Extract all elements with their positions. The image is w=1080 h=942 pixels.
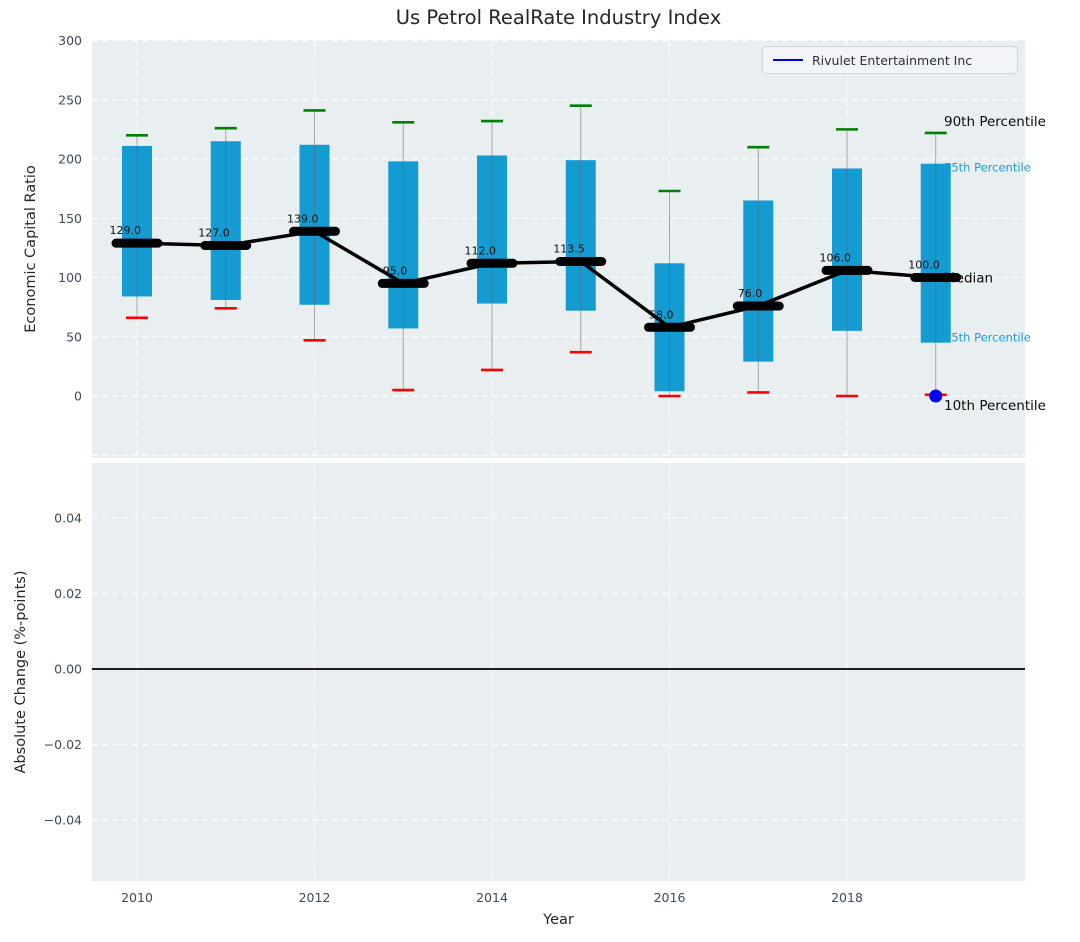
legend: Rivulet Entertainment Inc xyxy=(762,46,1018,74)
median-value-label: 58.0 xyxy=(649,308,674,321)
annotation-25th-percentile: 25th Percentile xyxy=(944,331,1031,345)
x-tick-label: 2018 xyxy=(831,890,863,905)
median-value-label: 95.0 xyxy=(383,264,408,277)
median-value-label: 100.0 xyxy=(908,259,940,272)
median-line xyxy=(136,229,936,330)
annotation-10th-percentile: 10th Percentile xyxy=(944,398,1046,414)
median-value-label: 76.0 xyxy=(738,287,763,300)
x-tick-label: 2014 xyxy=(476,890,508,905)
legend-series-label: Rivulet Entertainment Inc xyxy=(812,52,973,68)
median-value-label: 113.5 xyxy=(553,243,585,256)
annotation-75th-percentile: 75th Percentile xyxy=(944,161,1031,175)
y-axis-label-top: Economic Capital Ratio xyxy=(23,165,39,333)
y-tick-label-bottom: 0.02 xyxy=(54,586,82,601)
company-point xyxy=(929,389,943,403)
y-axis-label-bottom: Absolute Change (%-points) xyxy=(13,570,29,774)
median-value-label: 106.0 xyxy=(820,251,852,264)
y-tick-label-top: 200 xyxy=(58,152,82,167)
x-tick-label: 2016 xyxy=(654,890,686,905)
y-tick-label-top: 50 xyxy=(66,329,82,344)
legend-line-sample-icon xyxy=(773,59,803,61)
y-tick-label-top: 300 xyxy=(58,33,82,48)
x-tick-label: 2012 xyxy=(299,890,331,905)
median-value-label: 139.0 xyxy=(287,212,319,225)
y-tick-label-top: 0 xyxy=(74,389,82,404)
median-value-label: 112.0 xyxy=(465,244,497,257)
annotation-90th-percentile: 90th Percentile xyxy=(944,114,1046,130)
x-tick-label: 2010 xyxy=(121,890,153,905)
y-tick-label-bottom: 0.04 xyxy=(54,511,82,526)
median-value-label: 127.0 xyxy=(198,227,230,240)
y-tick-label-bottom: −0.02 xyxy=(44,737,82,752)
y-tick-label-bottom: 0.00 xyxy=(54,662,82,677)
y-tick-label-top: 250 xyxy=(58,92,82,107)
annotation-median: Median xyxy=(944,271,993,287)
x-axis-label: Year xyxy=(543,912,574,928)
median-value-label: 129.0 xyxy=(110,224,142,237)
y-tick-label-bottom: −0.04 xyxy=(44,813,82,828)
y-tick-label-top: 100 xyxy=(58,270,82,285)
y-tick-label-top: 150 xyxy=(58,211,82,226)
bottom-axes-background xyxy=(92,463,1025,881)
chart-title: Us Petrol RealRate Industry Index xyxy=(395,6,722,29)
